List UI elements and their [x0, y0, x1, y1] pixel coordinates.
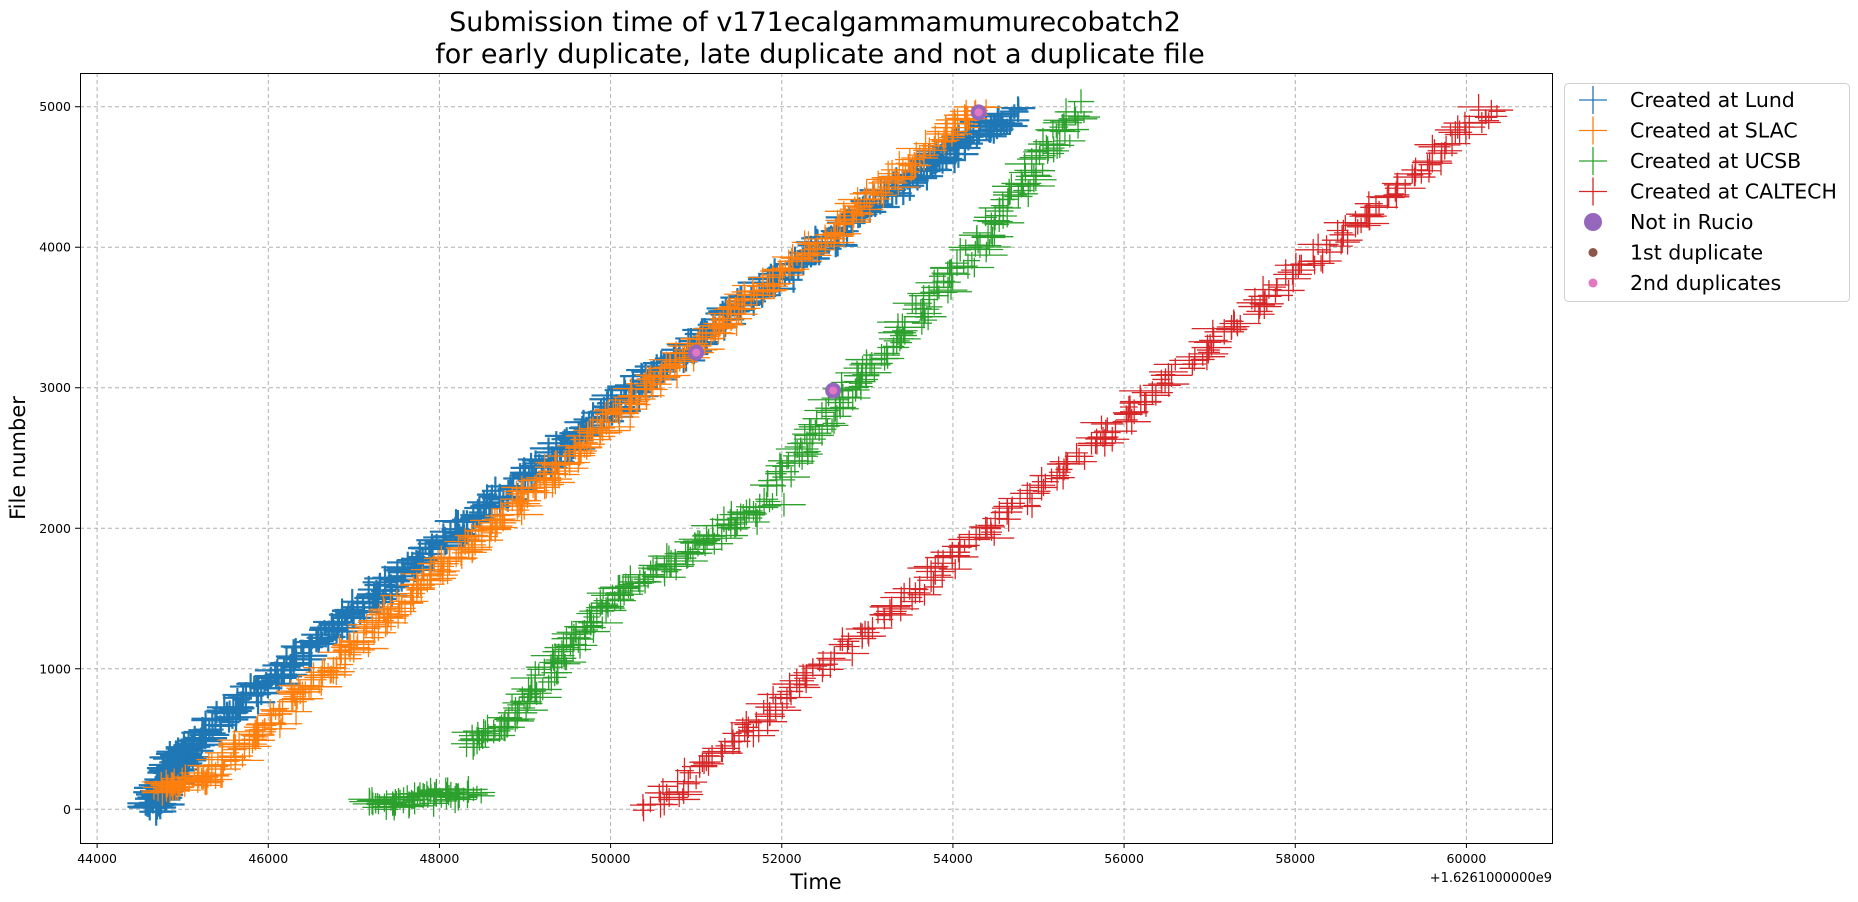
- chart-title-line-2: for early duplicate, late duplicate and …: [435, 39, 1205, 70]
- legend-label: Created at SLAC: [1630, 119, 1798, 143]
- duplicate-point: [974, 108, 983, 117]
- legend-entry: Created at UCSB: [1579, 147, 1801, 175]
- plot-frame: [80, 73, 1553, 844]
- legend-marker: [1588, 248, 1598, 257]
- y-axis-title: File number: [6, 396, 30, 520]
- duplicate-point: [692, 348, 701, 357]
- legend-label: Not in Rucio: [1630, 210, 1753, 234]
- legend-entry: Created at CALTECH: [1579, 177, 1837, 206]
- x-tick-label: 56000: [1104, 851, 1144, 866]
- y-tick-label: 3000: [39, 380, 71, 395]
- x-tick-label: 52000: [762, 851, 802, 866]
- legend-marker: [1584, 213, 1602, 231]
- legend-label: Created at CALTECH: [1630, 180, 1837, 204]
- legend-entry: 1st duplicate: [1588, 241, 1763, 265]
- y-tick-label: 4000: [39, 240, 71, 255]
- legend-entry: Created at SLAC: [1579, 116, 1798, 145]
- grid-lines: [80, 73, 1552, 843]
- y-tick-label: 5000: [39, 99, 71, 114]
- y-axis-ticks: 0 1000 2000 3000 4000 5000: [39, 99, 80, 817]
- x-tick-label: 44000: [77, 851, 117, 866]
- plot-area: [127, 89, 1514, 826]
- x-tick-label: 54000: [933, 851, 973, 866]
- chart-title-line-1: Submission time of v171ecalgammamumureco…: [449, 7, 1181, 38]
- legend-label: Created at UCSB: [1630, 149, 1801, 173]
- y-tick-label: 2000: [39, 521, 71, 536]
- legend-label: Created at Lund: [1630, 88, 1795, 112]
- legend-entry: 2nd duplicates: [1588, 271, 1781, 295]
- series-created-at-caltech: [630, 94, 1514, 822]
- legend: Created at Lund Created at SLAC Created at…: [1564, 83, 1850, 302]
- legend-frame: [1564, 83, 1850, 302]
- duplicate-point: [829, 386, 838, 395]
- y-tick-label: 0: [63, 802, 71, 817]
- x-axis-offset-label: +1.6261000000e9: [1430, 871, 1552, 886]
- legend-label: 1st duplicate: [1630, 241, 1763, 265]
- legend-label: 2nd duplicates: [1630, 271, 1781, 295]
- x-tick-label: 50000: [591, 851, 631, 866]
- x-axis-title: Time: [789, 870, 841, 894]
- x-tick-label: 48000: [420, 851, 460, 866]
- y-tick-label: 1000: [39, 661, 71, 676]
- series-created-at-ucsb: [348, 89, 1101, 821]
- x-axis-ticks: 44000 46000 48000 50000 52000 54000 56000 58000…: [77, 843, 1486, 866]
- legend-entry: Created at Lund: [1579, 86, 1795, 114]
- x-tick-label: 58000: [1275, 851, 1315, 866]
- x-tick-label: 46000: [248, 851, 288, 866]
- series-created-at-slac: [141, 99, 1002, 806]
- legend-marker: [1588, 278, 1598, 288]
- series-2nd-duplicates: [692, 108, 983, 395]
- x-tick-label: 60000: [1447, 851, 1487, 866]
- legend-entry: Not in Rucio: [1584, 210, 1753, 234]
